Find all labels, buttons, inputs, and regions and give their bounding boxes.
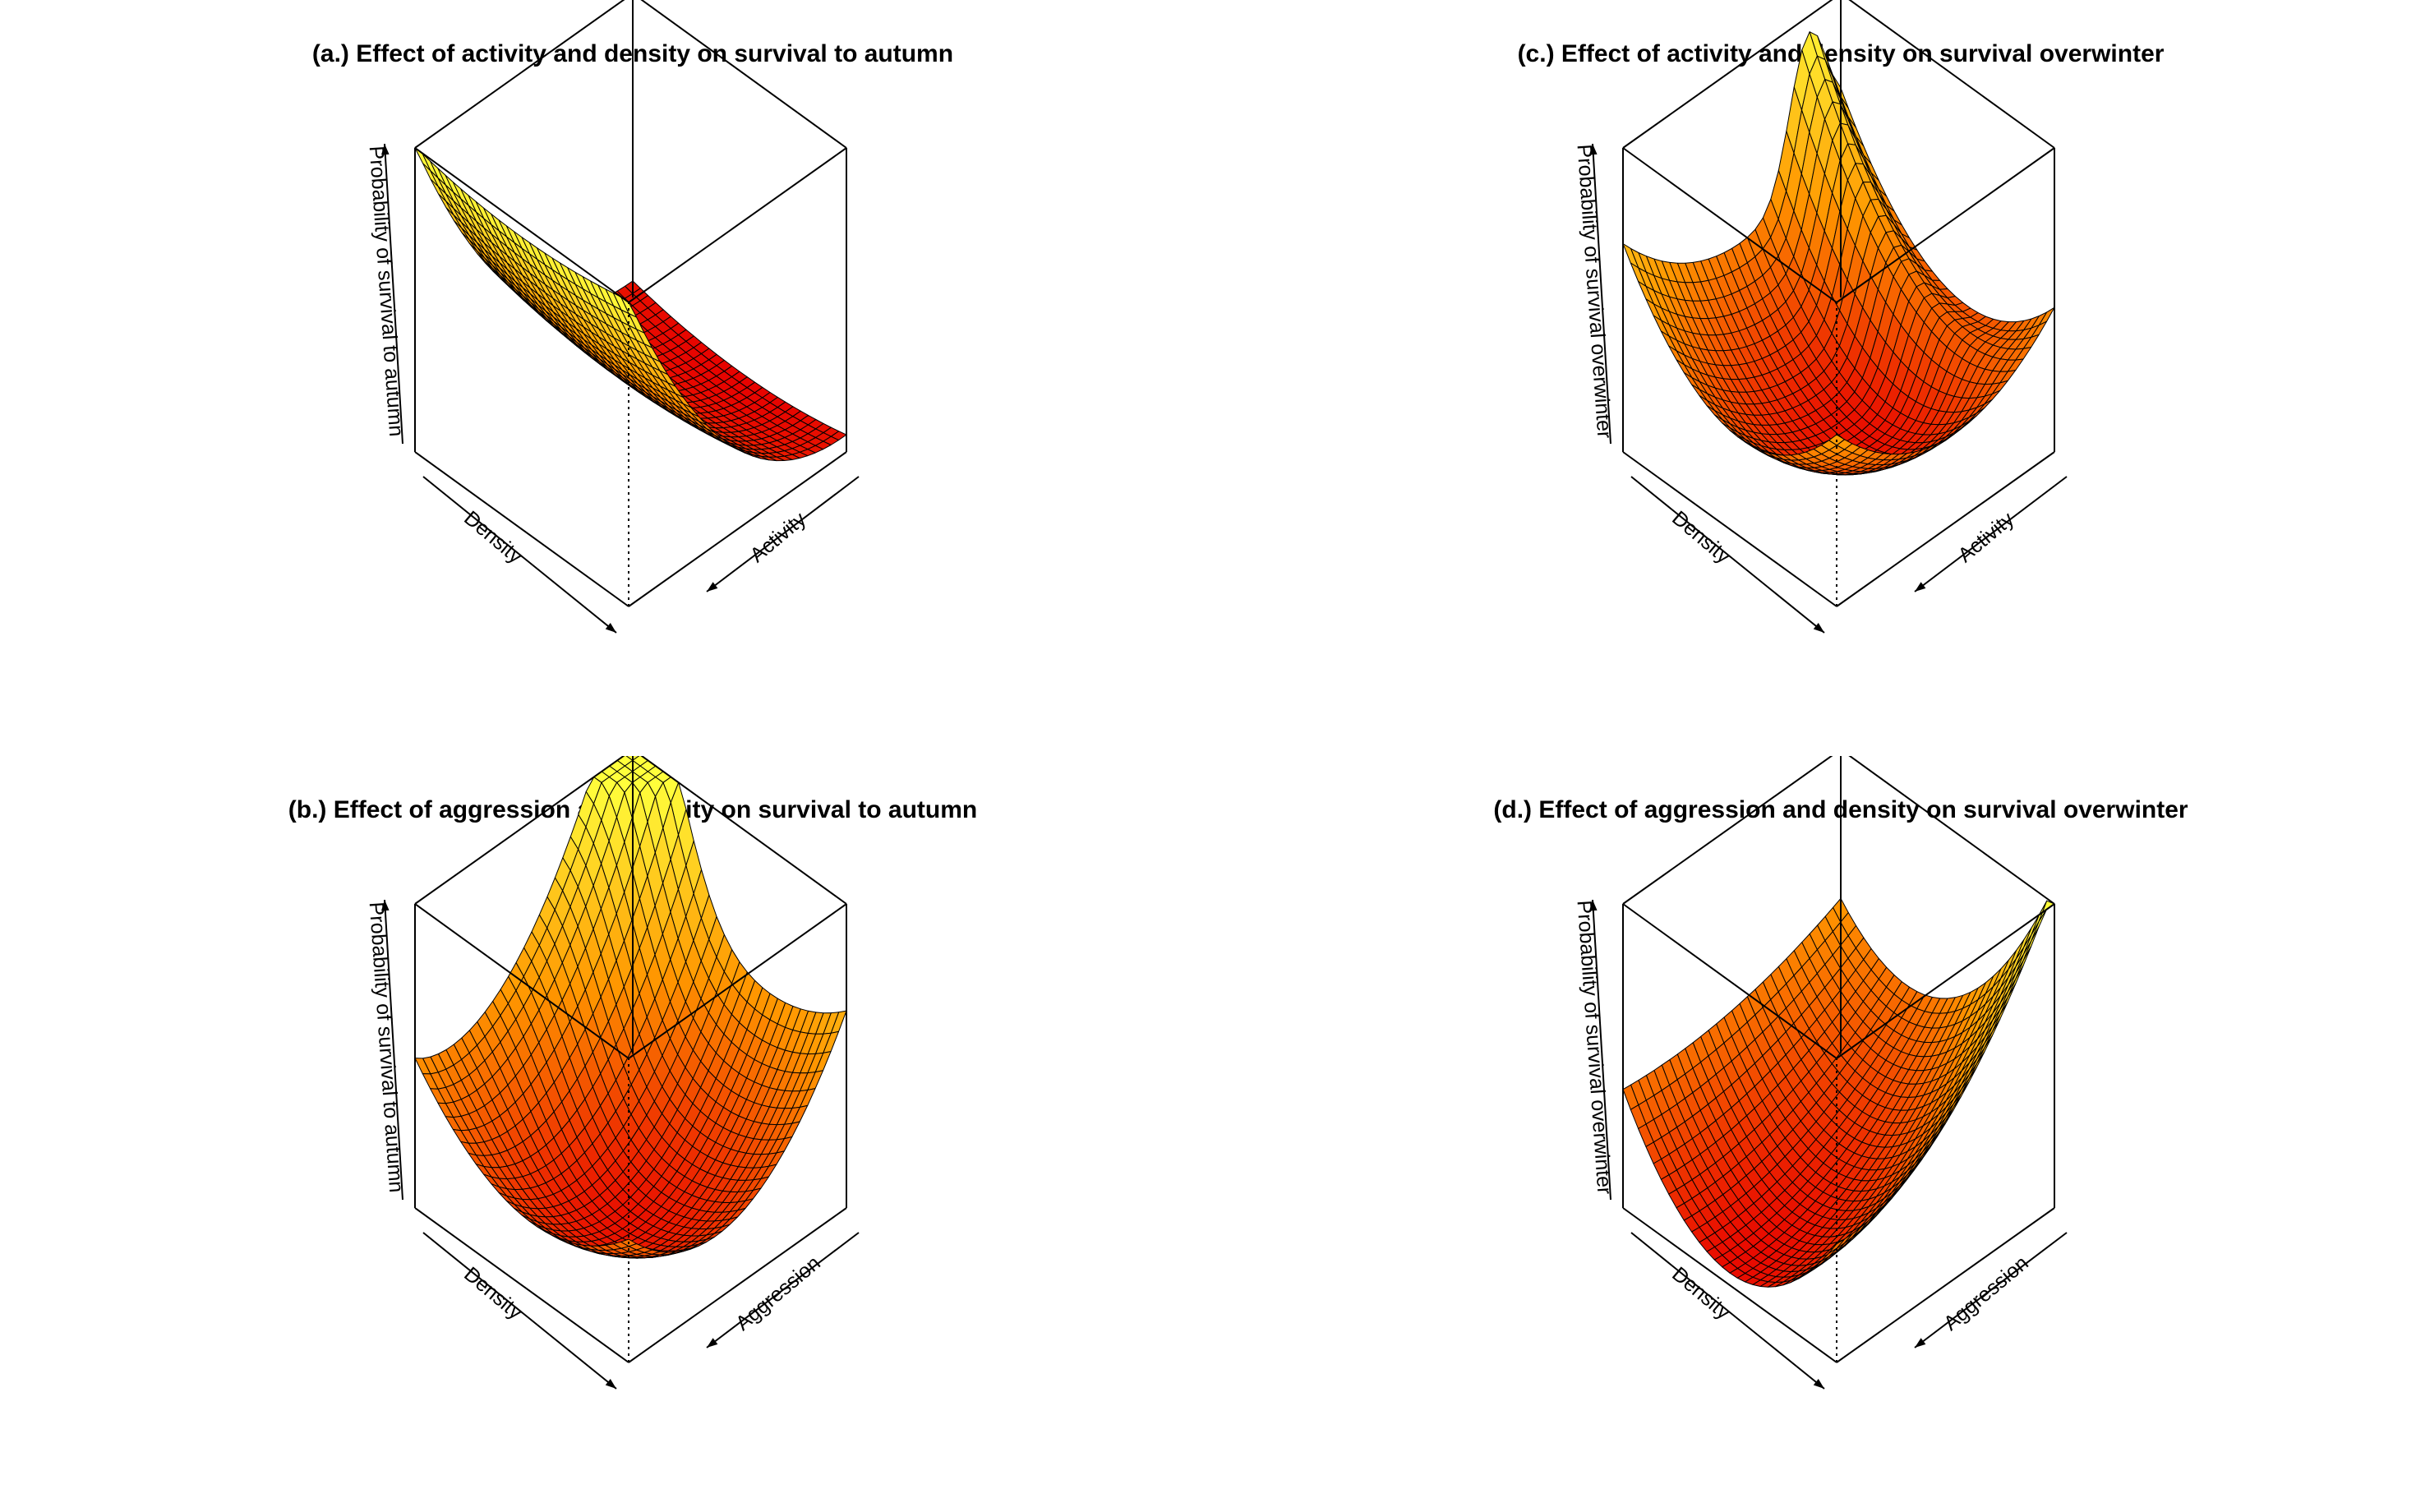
- box-edge-top-right: [640, 756, 847, 905]
- second-axis-arrow: [706, 1232, 860, 1348]
- density-axis-arrow: [1630, 1232, 1825, 1390]
- box-edge-bottom-right: [1836, 451, 2055, 607]
- surface-plot-a: (a.) Effect of activity and density on s…: [312, 0, 953, 634]
- panel-d: (d.) Effect of aggression and density on…: [1208, 756, 2416, 1512]
- box-edge-top-front-right: [1836, 147, 2055, 303]
- density-axis-label: Density: [1667, 506, 1735, 568]
- surface-mesh: [1622, 31, 2055, 476]
- bounding-box: [414, 0, 847, 607]
- box-edge-top-front-right: [628, 147, 847, 303]
- surface-plot-b: (b.) Effect of aggression and density on…: [288, 756, 977, 1390]
- bounding-box: [1622, 756, 2055, 1363]
- density-axis-label: Density: [1667, 1262, 1735, 1324]
- probability-axis-label: Probability of survival overwinter: [1573, 144, 1616, 440]
- box-edge-bottom-right: [628, 1207, 847, 1363]
- box-edge-bottom-left: [414, 451, 629, 607]
- box-edge-top-left: [414, 0, 625, 149]
- panel-b: (b.) Effect of aggression and density on…: [0, 756, 1208, 1512]
- bounding-box: [414, 756, 847, 1363]
- box-edge-bottom-right: [628, 451, 847, 607]
- surface-plot-d: (d.) Effect of aggression and density on…: [1493, 756, 2188, 1390]
- box-edge-top-left: [1622, 0, 1833, 149]
- surface-mesh: [414, 147, 847, 462]
- density-axis-arrow: [422, 476, 617, 634]
- probability-axis-arrow: [380, 899, 403, 1201]
- bounding-box: [1622, 0, 2055, 607]
- box-edge-bottom-left: [1622, 451, 1837, 607]
- box-edge-top-front-left: [414, 147, 629, 303]
- box-edge-top-front-left: [1622, 147, 1837, 303]
- panel-a: (a.) Effect of activity and density on s…: [0, 0, 1208, 756]
- surface-facet: [1828, 1238, 1845, 1254]
- box-edge-top-right: [640, 0, 847, 149]
- probability-axis-arrow: [1588, 143, 1611, 445]
- probability-axis-label: Probability of survival to autumn: [365, 901, 408, 1193]
- density-axis-label: Density: [459, 506, 527, 568]
- box-edge-top-front-right: [1836, 903, 2055, 1059]
- box-edge-bottom-left: [414, 1207, 629, 1363]
- box-edge-top-right: [1848, 0, 2055, 149]
- density-axis-label: Density: [459, 1262, 527, 1324]
- panel-c: (c.) Effect of activity and density on s…: [1208, 0, 2416, 756]
- box-edge-top-right: [1848, 756, 2055, 905]
- surface-mesh: [1622, 897, 2055, 1288]
- box-edge-top-front-left: [1622, 903, 1837, 1059]
- box-edge-bottom-left: [1622, 1207, 1837, 1363]
- probability-axis-arrow: [1588, 899, 1611, 1201]
- box-edge-top-front-right: [628, 903, 847, 1059]
- surface-plot-c: (c.) Effect of activity and density on s…: [1518, 0, 2165, 634]
- box-edge-bottom-right: [1836, 1207, 2055, 1363]
- density-axis-arrow: [422, 1232, 617, 1390]
- probability-axis-label: Probability of survival to autumn: [365, 145, 408, 437]
- second-axis-arrow: [706, 476, 860, 592]
- density-axis-arrow: [1630, 476, 1825, 634]
- surface-mesh: [414, 756, 847, 1259]
- probability-axis-label: Probability of survival overwinter: [1573, 900, 1616, 1196]
- box-edge-top-front-left: [414, 903, 629, 1059]
- second-axis-arrow: [1914, 1232, 2068, 1348]
- box-edge-top-left: [414, 756, 625, 905]
- probability-axis-arrow: [380, 143, 403, 445]
- second-axis-arrow: [1914, 476, 2068, 592]
- box-edge-top-left: [1622, 756, 1833, 905]
